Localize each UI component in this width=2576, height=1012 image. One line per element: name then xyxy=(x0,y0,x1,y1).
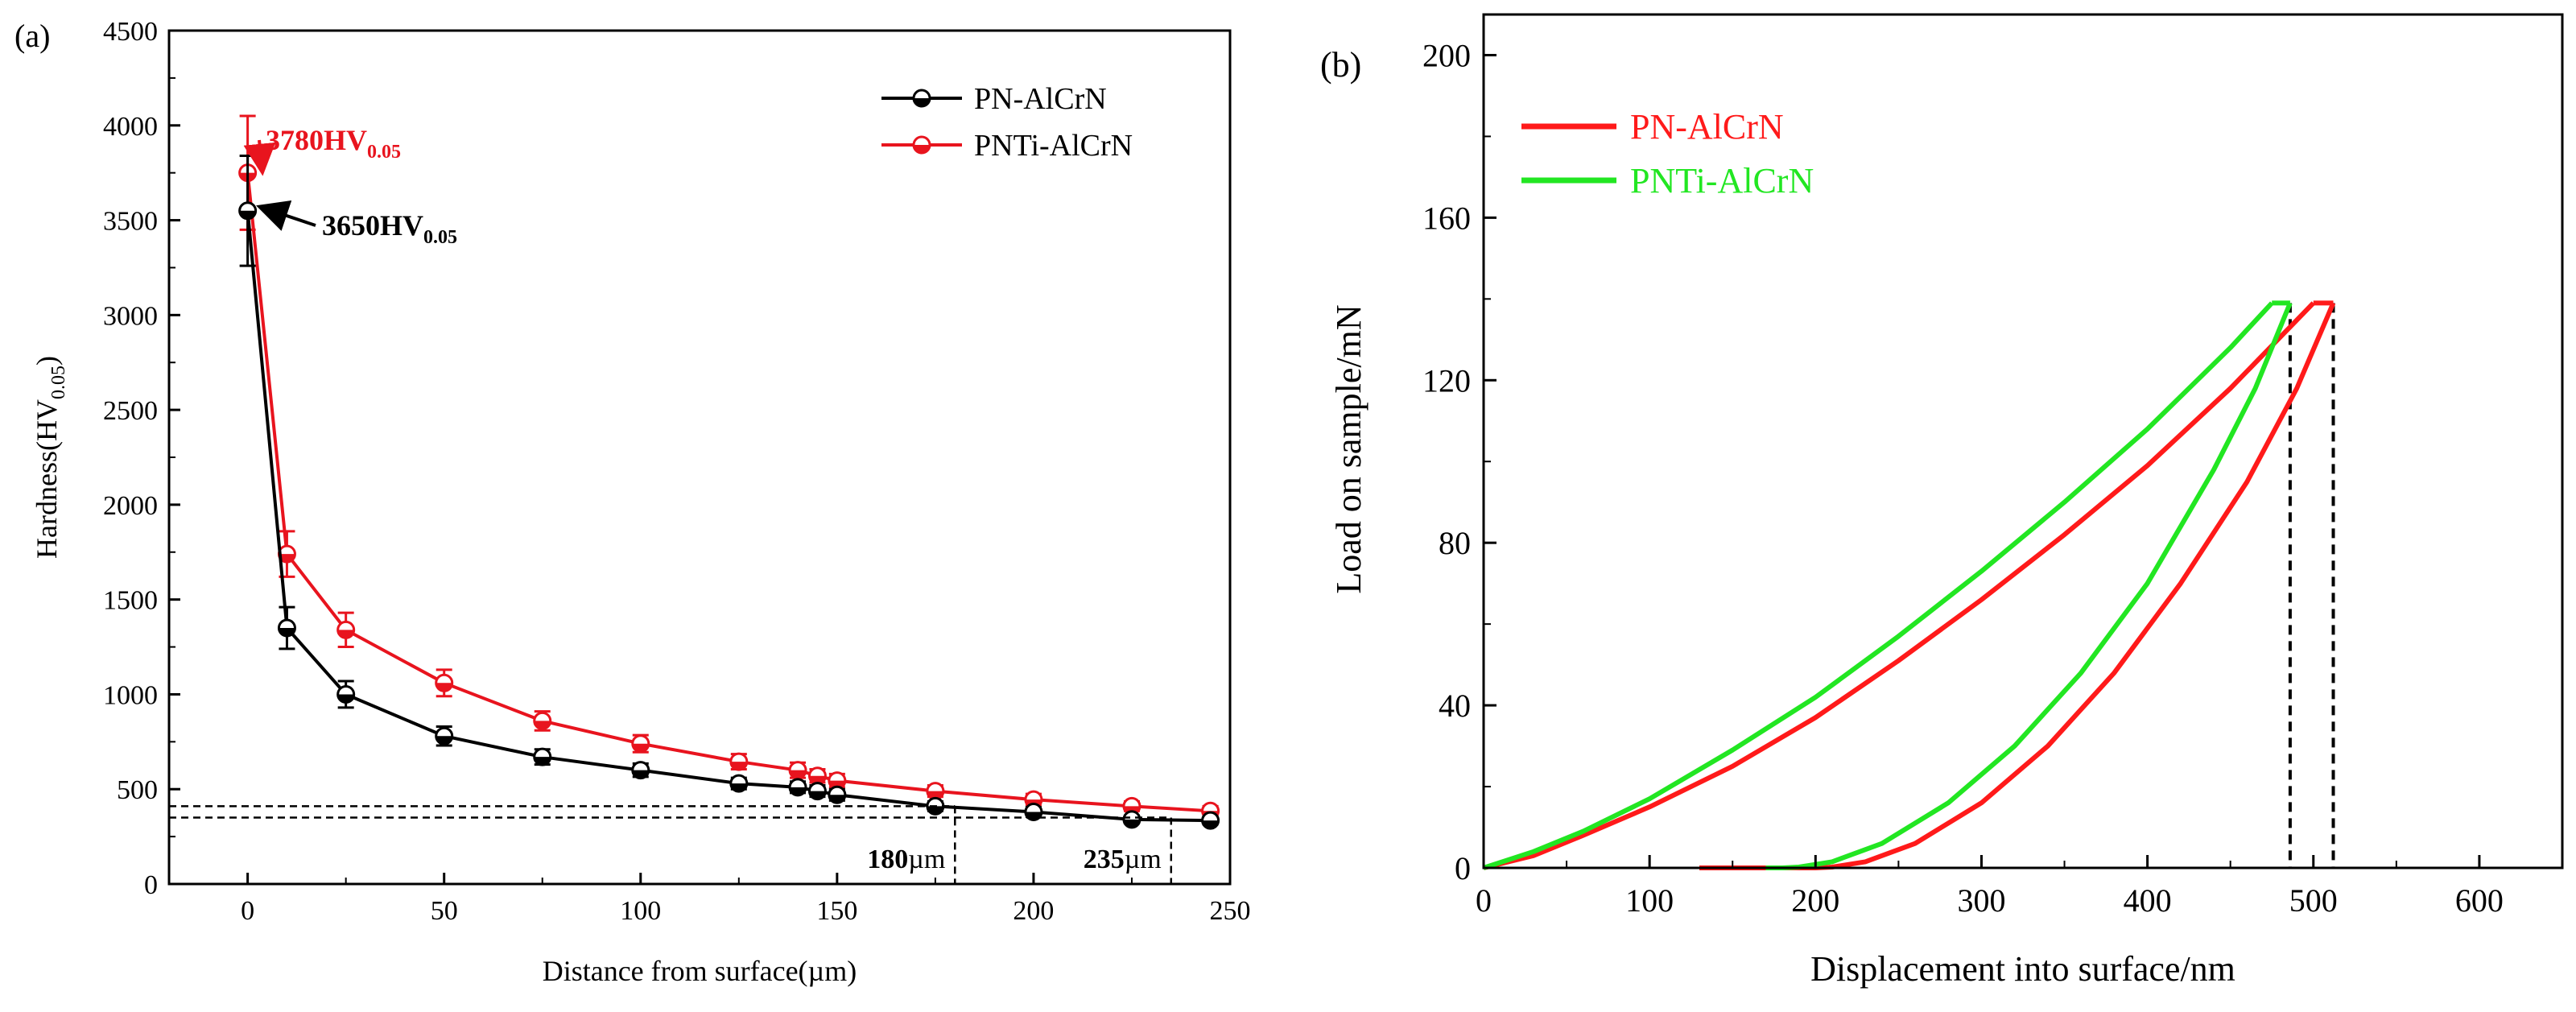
panel-b-legend: PN-AlCrN PNTi-AlCrN xyxy=(1521,107,1814,200)
panel-a-y-tick-label: 3500 xyxy=(103,207,158,237)
panel-a-data-point-fill xyxy=(927,806,943,815)
panel-b-x-tick-label: 100 xyxy=(1625,882,1674,919)
panel-b-unloading-curve xyxy=(1765,302,2293,870)
panel-a-data-point-fill xyxy=(436,736,452,745)
panel-a-y-axis-label-main: Hardness(HV xyxy=(31,399,63,559)
panel-b-x-tick-label: 500 xyxy=(2289,882,2338,919)
panel-a-legend-label: PNTi-AlCrN xyxy=(974,129,1133,163)
panel-a-peak-annotation: 3780HV0.05 xyxy=(266,124,401,163)
panel-b-y-tick-label: 0 xyxy=(1455,850,1471,886)
panel-a-x-tick-label: 0 xyxy=(241,896,254,926)
panel-a-peak-annotation-sub: 0.05 xyxy=(367,142,401,163)
panel-a-x-tick-label: 200 xyxy=(1013,896,1054,926)
panel-a-depth-label: 235µm xyxy=(1084,845,1162,874)
panel-a-data-point-fill xyxy=(1123,819,1140,828)
panel-b-legend-label: PNTi-AlCrN xyxy=(1630,161,1814,200)
panel-a-depth-label: 180µm xyxy=(867,845,945,874)
panel-a-y-tick-label: 1500 xyxy=(103,586,158,616)
panel-b-y-axis-label: Load on sample/mN xyxy=(1329,304,1368,593)
panel-b-plot-frame xyxy=(1482,13,2564,869)
panel-a-y-axis-label-close: ) xyxy=(31,356,63,366)
panel-a-data-point-fill xyxy=(534,721,551,729)
panel-a-y-tick-label: 2500 xyxy=(103,396,158,426)
panel-b-x-tick-label: 600 xyxy=(2455,882,2504,919)
panel-b-x-tick-label: 0 xyxy=(1476,882,1492,919)
panel-b-y-tick-label: 160 xyxy=(1422,200,1471,236)
panel-a-depth-label-unit: µm xyxy=(1125,845,1162,874)
panel-a-data-point-fill xyxy=(790,770,807,779)
panel-a-peak-annotation-value: 3780HV xyxy=(266,124,367,156)
panel-b-label: (b) xyxy=(1320,45,1361,85)
panel-a-data-point-fill xyxy=(828,795,845,803)
panel-a-annotation-arrow xyxy=(256,200,316,231)
panel-a-data-point-fill xyxy=(730,762,747,770)
panel-a-y-tick-label: 2000 xyxy=(103,491,158,521)
panel-a-legend-label: PN-AlCrN xyxy=(974,82,1107,116)
panel-a-x-tick-label: 250 xyxy=(1210,896,1251,926)
panel-a-x-tick-label: 100 xyxy=(620,896,661,926)
panel-b-legend-label: PN-AlCrN xyxy=(1630,107,1784,147)
panel-a-y-tick-label: 4000 xyxy=(103,112,158,142)
panel-a-peak-annotation-value: 3650HV xyxy=(322,209,423,242)
panel-a-depth-label-number: 235 xyxy=(1084,845,1125,874)
panel-a-legend-marker-fill xyxy=(914,145,930,153)
panel-a-y-tick-label: 500 xyxy=(117,775,158,805)
panel-b-x-tick-label: 300 xyxy=(1957,882,2005,919)
panel-a-series-line xyxy=(246,172,1211,813)
panel-a-x-tick-label: 150 xyxy=(816,896,857,926)
panel-a-data-point-fill xyxy=(337,694,354,703)
panel-a-data-point-fill xyxy=(534,757,551,766)
panel-a-legend-marker-fill xyxy=(914,98,930,106)
panel-a-y-tick-label: 4500 xyxy=(103,17,158,47)
panel-a-data-point-fill xyxy=(1202,820,1219,829)
panel-a-data-point-fill xyxy=(790,787,807,795)
panel-a-data-point-fill xyxy=(279,554,295,563)
panel-a-peak-annotation: 3650HV0.05 xyxy=(322,209,457,248)
panel-a-data-point-fill xyxy=(927,791,943,799)
panel-a-y-axis-label-sub: 0.05 xyxy=(48,366,69,399)
panel-b-x-tick-label: 400 xyxy=(2124,882,2172,919)
panel-b-loading-curve xyxy=(1483,301,2315,870)
panel-a-series-line xyxy=(246,210,1211,823)
panel-b-y-tick-label: 80 xyxy=(1439,525,1471,561)
panel-b-y-tick-label: 40 xyxy=(1439,688,1471,724)
panel-a-data-point-fill xyxy=(337,630,354,638)
panel-a-data-point-fill xyxy=(436,683,452,692)
panel-b-x-axis-label: Displacement into surface/nm xyxy=(1810,949,2235,989)
panel-a-y-tick-label: 1000 xyxy=(103,680,158,710)
panel-a-data-point-fill xyxy=(239,210,256,219)
panel-a-peak-annotation-sub: 0.05 xyxy=(423,227,457,248)
panel-a-depth-label-number: 180 xyxy=(867,845,908,874)
panel-a-data-point-fill xyxy=(809,775,826,784)
panel-a-data-point-fill xyxy=(809,791,826,799)
panel-a-annotation-arrow xyxy=(243,139,276,176)
panel-a-depth-label-unit: µm xyxy=(908,845,945,874)
panel-b: (b) 0 100 200 300 400 500 600 0 40 80 120 160 200 Di… xyxy=(1320,13,2564,989)
panel-a-label: (a) xyxy=(14,18,50,54)
panel-b-loading-curve xyxy=(1483,301,2274,870)
panel-b-y-tick-label: 200 xyxy=(1422,37,1471,73)
panel-a-data-point-fill xyxy=(279,628,295,636)
panel-b-y-tick-label: 120 xyxy=(1422,362,1471,399)
panel-a-y-axis-label: Hardness(HV0.05) xyxy=(31,356,69,559)
panel-a-x-axis-label: Distance from surface(µm) xyxy=(543,955,857,987)
panel-a-y-tick-label: 0 xyxy=(144,870,158,900)
panel-a-data-point-fill xyxy=(730,783,747,792)
panel-a-x-tick-label: 50 xyxy=(431,896,458,926)
panel-b-x-tick-label: 200 xyxy=(1791,882,1839,919)
panel-b-unloading-curve xyxy=(1699,302,2336,870)
panel-a-data-point-fill xyxy=(632,743,649,752)
panel-a-data-point-fill xyxy=(632,770,649,779)
panel-a-y-tick-label: 3000 xyxy=(103,301,158,331)
panel-a-legend: PN-AlCrN PNTi-AlCrN xyxy=(881,82,1133,163)
